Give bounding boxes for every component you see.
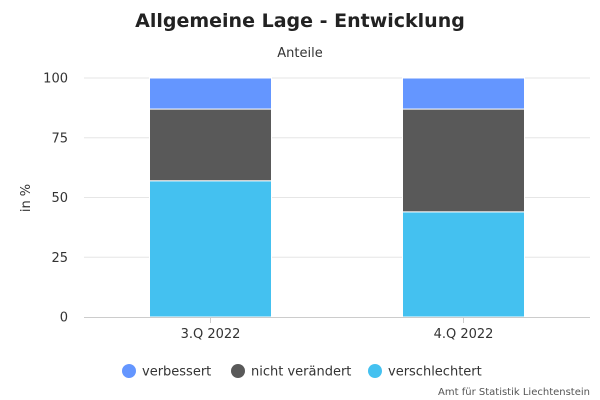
legend-marker <box>122 364 136 378</box>
bar-segment <box>402 108 525 213</box>
x-tick-label: 3.Q 2022 <box>181 327 241 342</box>
bar-segment <box>149 77 272 110</box>
y-tick-label: 50 <box>51 191 68 206</box>
x-tick-label: 4.Q 2022 <box>434 327 494 342</box>
legend: verbessert nicht verändert verschlechtert <box>122 364 482 380</box>
bar-segment <box>402 211 525 318</box>
bar-segment <box>149 180 272 318</box>
legend-label: nicht verändert <box>251 365 351 380</box>
bar-segment <box>402 77 525 110</box>
y-tick-label: 100 <box>43 72 68 87</box>
y-tick-label: 25 <box>51 251 68 266</box>
y-tick-label: 75 <box>51 131 68 146</box>
y-axis-ticks: 0 25 50 75 100 <box>43 72 68 326</box>
chart-title: Allgemeine Lage - Entwicklung <box>135 10 465 32</box>
bar-segment <box>149 108 272 182</box>
x-axis-ticks: 3.Q 2022 4.Q 2022 <box>181 317 494 342</box>
legend-label: verschlechtert <box>388 365 482 380</box>
legend-label: verbessert <box>142 365 211 380</box>
legend-marker <box>368 364 382 378</box>
credit: Amt für Statistik Liechtenstein <box>438 387 590 398</box>
legend-marker <box>231 364 245 378</box>
bars <box>149 77 525 318</box>
chart-subtitle: Anteile <box>277 46 322 61</box>
y-axis-label: in % <box>19 184 34 212</box>
y-tick-label: 0 <box>60 311 68 326</box>
